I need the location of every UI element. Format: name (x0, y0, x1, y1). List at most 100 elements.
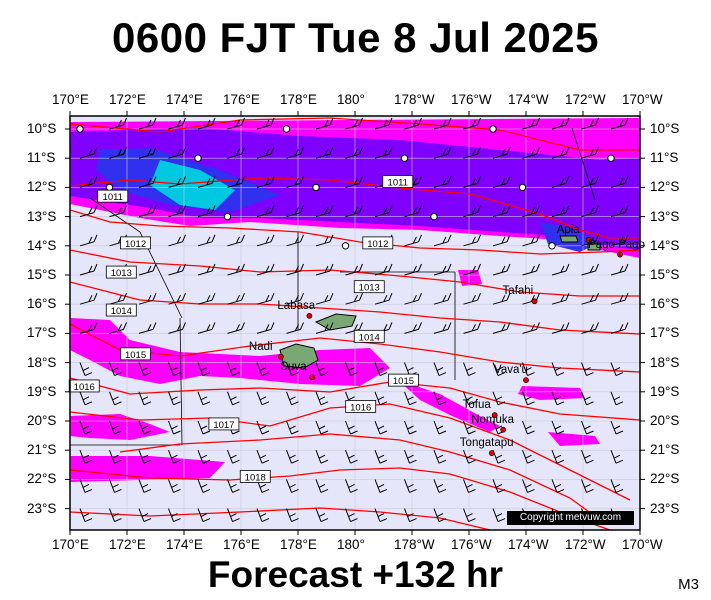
wind-barb (286, 293, 304, 305)
wind-barb (581, 147, 599, 159)
wind-barb (256, 450, 270, 464)
wind-barb (433, 450, 447, 464)
bottom-longitude-label: 178°W (394, 537, 435, 552)
rain-band-tonga (398, 380, 500, 432)
wind-barb (227, 147, 245, 159)
isobar-0 (70, 117, 640, 151)
top-longitude-label: 174°E (166, 92, 203, 107)
isobar-1 (70, 177, 640, 239)
wind-barb (463, 205, 481, 218)
wind-barb (168, 263, 186, 276)
wind-barb (109, 362, 122, 377)
isobar-10 (119, 433, 601, 521)
wind-barb (105, 183, 114, 192)
wind-barb (286, 420, 299, 435)
wind-barb (197, 479, 211, 493)
wind-barb (256, 147, 275, 159)
map-title: 0600 FJT Tue 8 Jul 2025 (112, 14, 599, 61)
wind-barb (463, 420, 476, 435)
island-upolu (559, 235, 579, 243)
wind-barb (463, 362, 476, 377)
bottom-longitude-label: 170°E (52, 537, 89, 552)
top-longitude-label: 180° (337, 92, 365, 107)
wind-barb (168, 479, 181, 493)
wind-barb (400, 154, 409, 162)
wind-barb (109, 205, 127, 218)
place-dot (585, 237, 592, 243)
wind-barb (138, 147, 157, 159)
bottom-longitude-label: 172°W (565, 537, 606, 552)
land-masses (279, 235, 601, 369)
rain-patch-tafahi (458, 270, 482, 286)
wind-barb (404, 293, 422, 305)
wind-barb (581, 362, 594, 377)
wind-barb (286, 205, 304, 218)
wind-barb (168, 322, 186, 334)
isobar-label: 1016 (74, 382, 95, 393)
left-latitude-label: 16°S (27, 296, 57, 312)
wind-barb (223, 212, 232, 221)
wind-barb (610, 293, 629, 305)
top-longitude-label: 174°W (508, 92, 549, 107)
wind-barb (79, 147, 98, 159)
right-latitude-label: 14°S (650, 237, 680, 253)
rain-band-fiji (70, 318, 390, 386)
isobar-label-box (208, 417, 240, 431)
wind-barb (256, 322, 275, 334)
isobar-label: 1015 (125, 350, 146, 361)
place-label: Tafahi (502, 285, 534, 298)
wind-barb (551, 263, 570, 276)
wind-barb (581, 322, 599, 334)
wind-barb (256, 117, 275, 130)
left-latitude-label: 23°S (27, 500, 57, 516)
wind-barb (518, 183, 527, 192)
wind-barb (581, 293, 599, 305)
wind-barb (109, 391, 122, 406)
wind-barb (286, 391, 299, 406)
place-label: Nadi (248, 340, 273, 353)
place-dot (531, 298, 538, 305)
wind-barb (551, 176, 570, 188)
wind-barb (404, 205, 422, 218)
wind-barb (197, 322, 216, 334)
wind-barb (433, 147, 452, 159)
wind-barb (138, 117, 157, 130)
wind-barb (227, 362, 240, 377)
model-tag: M3 (678, 576, 699, 593)
wind-barb (194, 154, 202, 162)
wind-barb (227, 508, 240, 523)
wind-barb (79, 293, 98, 305)
wind-barb (581, 263, 599, 276)
wind-barb (256, 508, 270, 523)
wind-barb (197, 263, 216, 276)
wind-barb (197, 234, 216, 247)
wind-barb (227, 391, 240, 406)
wind-barb (581, 117, 599, 130)
wind-barb (79, 420, 93, 435)
wind-barb (433, 508, 447, 523)
wind-barb (581, 420, 594, 435)
wind-barb (433, 420, 447, 435)
right-latitude-label: 15°S (650, 267, 680, 282)
wind-barb (256, 263, 275, 276)
wind-barb (463, 234, 481, 247)
top-longitude-label: 172°E (109, 92, 146, 107)
wind-barb (610, 362, 624, 377)
wind-barb (433, 479, 447, 493)
isobar-label: 1013 (359, 283, 380, 294)
top-longitude-label: 178°E (280, 92, 317, 107)
isobar-label-box (353, 280, 385, 294)
right-latitude-label: 11°S (650, 150, 679, 166)
wind-barb (345, 205, 363, 218)
wind-barb (315, 263, 334, 276)
wind-barb (197, 508, 211, 523)
axis-ticks (65, 111, 645, 535)
isobar-label-box (353, 329, 385, 343)
wind-barb (463, 293, 481, 305)
wind-barb (374, 508, 388, 523)
wind-barb (168, 508, 181, 523)
wind-barb (492, 263, 511, 276)
wind-barb (168, 450, 181, 464)
wind-barb (341, 242, 350, 250)
wind-barb (492, 234, 511, 247)
